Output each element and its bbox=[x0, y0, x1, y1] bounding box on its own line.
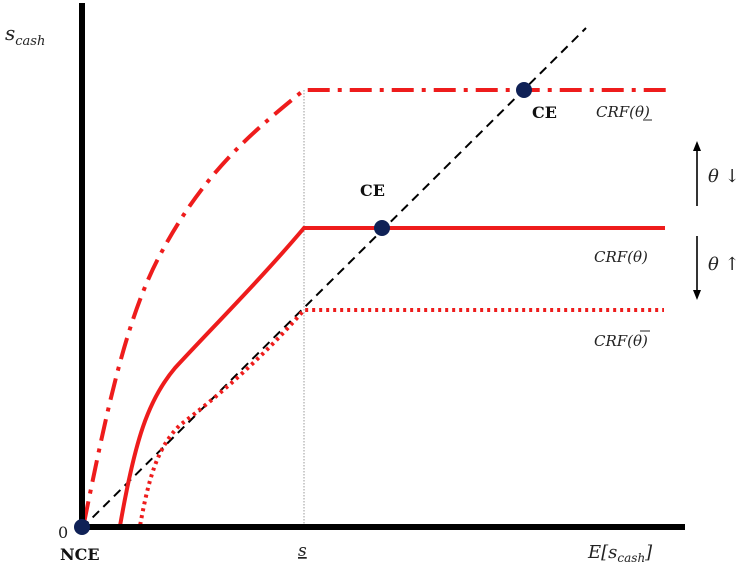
crf-low-theta-label: CRF(θ) bbox=[596, 103, 650, 121]
up-arrow-head bbox=[693, 141, 701, 151]
crf-high-theta-label: CRF(θ) bbox=[594, 332, 648, 350]
y-axis-label: scash bbox=[5, 21, 45, 49]
ce-dot-upper bbox=[516, 82, 532, 98]
diagonal-45-line bbox=[82, 28, 586, 528]
crf-low-theta-curve bbox=[84, 90, 667, 523]
crf-theta-curve bbox=[84, 228, 665, 526]
ce-label-middle: CE bbox=[360, 181, 385, 200]
x-axis-label: E[scash] bbox=[587, 542, 653, 565]
threshold-label: s bbox=[298, 541, 307, 561]
crf-theta-label: CRF(θ) bbox=[594, 248, 648, 266]
nce-label: NCE bbox=[60, 545, 100, 564]
origin-label: 0 bbox=[58, 523, 68, 542]
theta-increase-label: θ ↑ bbox=[708, 254, 740, 275]
nce-dot bbox=[74, 519, 90, 535]
ce-dot-middle bbox=[374, 220, 390, 236]
down-arrow-head bbox=[693, 290, 701, 300]
ce-label-upper: CE bbox=[532, 103, 557, 122]
theta-decrease-label: θ ↓ bbox=[708, 166, 740, 187]
